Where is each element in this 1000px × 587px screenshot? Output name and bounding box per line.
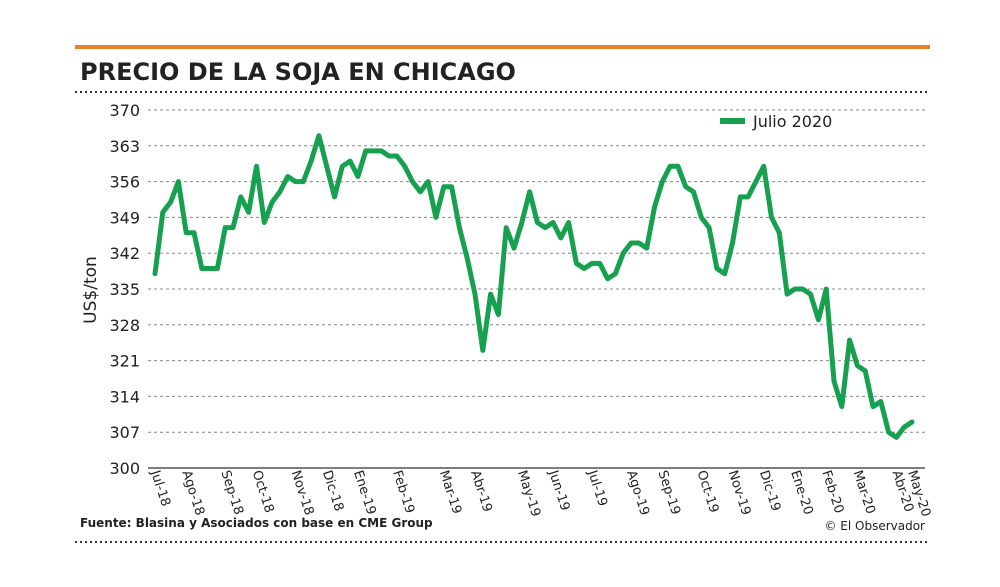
y-tick-label: 349: [109, 208, 140, 227]
y-axis-label: US$/ton: [81, 256, 101, 324]
y-tick-label: 307: [109, 423, 140, 442]
legend-label: Julio 2020: [752, 112, 832, 131]
credit: © El Observador: [824, 519, 925, 533]
y-tick-label: 314: [109, 387, 140, 406]
source: Fuente: Blasina y Asociados con base en …: [80, 516, 433, 530]
y-tick-label: 321: [109, 352, 140, 371]
y-tick-label: 342: [109, 244, 140, 263]
chart-title: PRECIO DE LA SOJA EN CHICAGO: [80, 58, 516, 86]
y-tick-label: 300: [109, 459, 140, 478]
y-tick-label: 328: [109, 316, 140, 335]
y-tick-label: 335: [109, 280, 140, 299]
y-tick-label: 363: [109, 137, 140, 156]
line: [152, 133, 915, 440]
y-tick-label: 370: [109, 101, 140, 120]
y-tick-label: 356: [109, 173, 140, 192]
